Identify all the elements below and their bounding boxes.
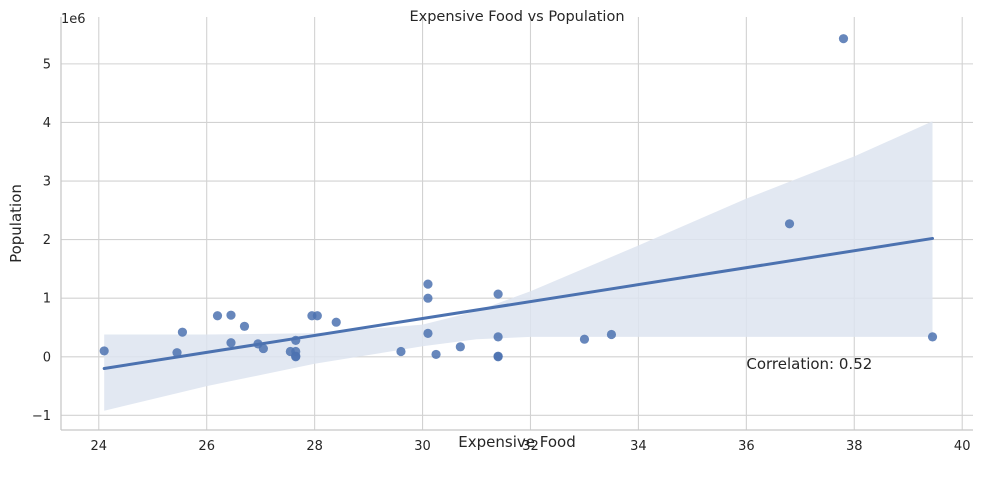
y-tick-label: 2 bbox=[43, 233, 51, 248]
x-tick-label: 24 bbox=[91, 439, 108, 454]
data-point bbox=[928, 332, 937, 341]
data-point bbox=[213, 311, 222, 320]
x-tick-label: 40 bbox=[954, 439, 971, 454]
y-axis-label: Population bbox=[7, 184, 25, 263]
x-tick-label: 38 bbox=[846, 439, 863, 454]
x-tick-label: 26 bbox=[198, 439, 215, 454]
y-tick-labels: −1 0 1 2 3 4 5 bbox=[32, 57, 51, 423]
chart-title: Expensive Food vs Population bbox=[409, 9, 624, 25]
data-point bbox=[839, 34, 848, 43]
data-point bbox=[494, 332, 503, 341]
data-point bbox=[494, 352, 503, 361]
x-tick-label: 30 bbox=[414, 439, 431, 454]
data-point bbox=[291, 352, 300, 361]
x-tick-label: 34 bbox=[630, 439, 647, 454]
data-point bbox=[178, 328, 187, 337]
y-tick-label: 5 bbox=[43, 57, 51, 72]
data-point bbox=[259, 344, 268, 353]
data-point bbox=[100, 346, 109, 355]
data-point bbox=[240, 322, 249, 331]
data-point bbox=[396, 347, 405, 356]
data-point bbox=[226, 338, 235, 347]
data-point bbox=[580, 335, 589, 344]
data-point bbox=[172, 348, 181, 357]
data-point bbox=[226, 311, 235, 320]
data-point bbox=[607, 330, 616, 339]
data-point bbox=[431, 350, 440, 359]
data-point bbox=[456, 342, 465, 351]
y-tick-label: 3 bbox=[43, 175, 51, 190]
data-point bbox=[313, 311, 322, 320]
x-tick-label: 28 bbox=[306, 439, 323, 454]
data-point bbox=[332, 318, 341, 327]
data-point bbox=[494, 289, 503, 298]
y-tick-label: 0 bbox=[43, 350, 51, 365]
data-point bbox=[423, 294, 432, 303]
y-axis-offset-label: 1e6 bbox=[61, 12, 86, 27]
x-axis-label: Expensive Food bbox=[458, 433, 575, 451]
y-tick-label: 1 bbox=[43, 292, 51, 307]
correlation-annotation: Correlation: 0.52 bbox=[746, 355, 872, 373]
data-point bbox=[785, 219, 794, 228]
data-point bbox=[291, 336, 300, 345]
y-tick-label: 4 bbox=[43, 116, 51, 131]
x-tick-label: 36 bbox=[738, 439, 755, 454]
data-point bbox=[423, 280, 432, 289]
data-point bbox=[423, 329, 432, 338]
y-tick-label: −1 bbox=[32, 409, 51, 424]
